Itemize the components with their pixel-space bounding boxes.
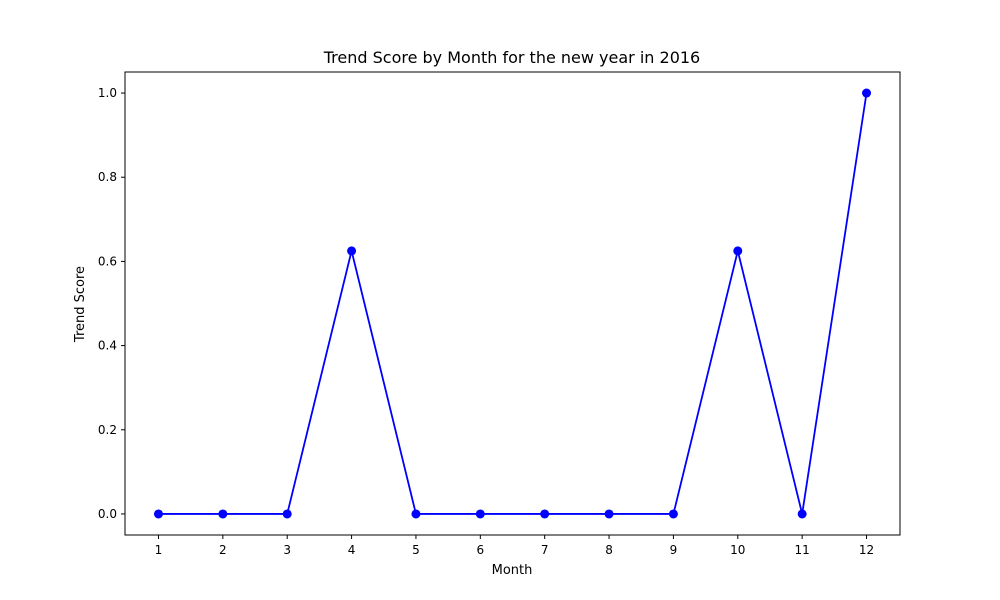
data-point	[282, 509, 292, 519]
data-point	[668, 509, 678, 519]
data-point	[733, 246, 743, 256]
y-tick-label: 0.8	[98, 170, 117, 184]
y-tick-label: 0.0	[98, 507, 117, 521]
data-point	[411, 509, 421, 519]
x-tick-label: 6	[476, 543, 484, 557]
x-tick-label: 4	[348, 543, 356, 557]
data-point	[218, 509, 228, 519]
x-tick-label: 9	[670, 543, 678, 557]
x-tick-label: 7	[541, 543, 549, 557]
plot-frame	[124, 71, 901, 536]
x-tick-label: 1	[155, 543, 163, 557]
x-tick-label: 5	[412, 543, 420, 557]
y-tick-label: 0.4	[98, 339, 117, 353]
data-point	[347, 246, 357, 256]
x-tick-label: 3	[283, 543, 291, 557]
x-tick-label: 11	[795, 543, 810, 557]
x-tick-label: 8	[605, 543, 613, 557]
data-point	[153, 509, 163, 519]
plot-area: 1 2 3 4 5 6 7 8 9 10 11 120.00.20.40.60.81.0	[98, 71, 901, 557]
y-tick-label: 0.2	[98, 423, 117, 437]
data-point	[540, 509, 550, 519]
data-point	[862, 88, 872, 98]
x-tick-label: 2	[219, 543, 227, 557]
data-point	[604, 509, 614, 519]
data-point	[797, 509, 807, 519]
y-tick-label: 1.0	[98, 86, 117, 100]
x-tick-label: 10	[730, 543, 745, 557]
y-tick-label: 0.6	[98, 254, 117, 268]
series-line	[158, 92, 868, 515]
chart-title: Trend Score by Month for the new year in…	[323, 48, 700, 67]
x-tick-label: 12	[859, 543, 874, 557]
y-axis-label: Trend Score	[73, 266, 88, 343]
x-axis-label: Month	[492, 563, 533, 578]
data-point	[475, 509, 485, 519]
